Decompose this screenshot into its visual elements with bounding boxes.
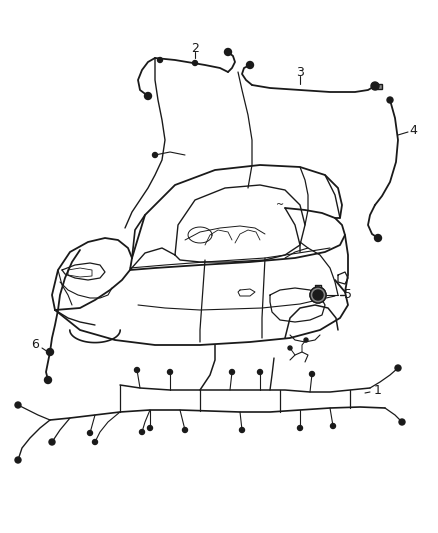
Circle shape: [145, 93, 152, 100]
Circle shape: [395, 365, 401, 371]
Circle shape: [167, 369, 173, 375]
Circle shape: [304, 338, 308, 342]
Circle shape: [313, 290, 323, 300]
Circle shape: [310, 287, 326, 303]
Text: 1: 1: [374, 384, 382, 397]
Circle shape: [158, 58, 162, 62]
Text: 4: 4: [409, 124, 417, 136]
Circle shape: [387, 97, 393, 103]
Bar: [374, 84, 381, 88]
Circle shape: [183, 427, 187, 432]
Circle shape: [192, 61, 198, 66]
Text: 3: 3: [296, 66, 304, 78]
Circle shape: [88, 431, 92, 435]
Circle shape: [297, 425, 303, 431]
Text: ~: ~: [276, 200, 284, 210]
Circle shape: [331, 424, 336, 429]
Text: 2: 2: [191, 42, 199, 54]
Circle shape: [49, 439, 55, 445]
Circle shape: [247, 61, 254, 69]
Circle shape: [230, 369, 234, 375]
Text: 5: 5: [344, 288, 352, 302]
Circle shape: [15, 457, 21, 463]
Circle shape: [310, 372, 314, 376]
Circle shape: [46, 349, 53, 356]
Text: 6: 6: [31, 338, 39, 351]
Circle shape: [371, 82, 379, 90]
Circle shape: [288, 346, 292, 350]
Circle shape: [148, 425, 152, 431]
Circle shape: [134, 367, 139, 373]
Circle shape: [225, 49, 232, 55]
Circle shape: [258, 369, 262, 375]
Circle shape: [310, 287, 326, 303]
Circle shape: [139, 430, 145, 434]
Circle shape: [240, 427, 244, 432]
Circle shape: [92, 440, 98, 445]
Circle shape: [399, 419, 405, 425]
Circle shape: [45, 376, 52, 384]
Circle shape: [152, 152, 158, 157]
Circle shape: [374, 235, 381, 241]
Circle shape: [15, 402, 21, 408]
